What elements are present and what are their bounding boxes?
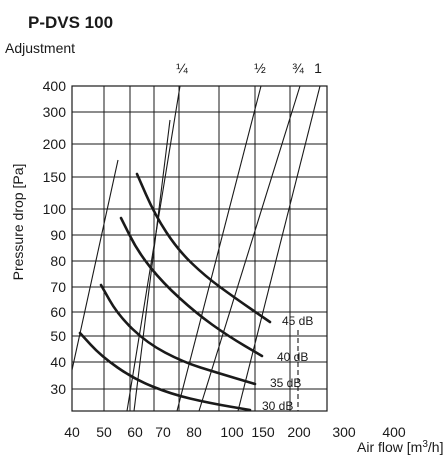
chart-title: P-DVS 100 xyxy=(28,13,113,32)
adjustment-line xyxy=(71,159,119,371)
x-tick-label: 400 xyxy=(382,424,406,440)
adjustment-label-item: 1 xyxy=(314,60,322,76)
noise-curve xyxy=(119,216,264,358)
adjustment-label-item: ¼ xyxy=(176,60,188,76)
y-tick-label: 150 xyxy=(43,169,67,185)
x-tick-label: 200 xyxy=(287,424,311,440)
adjustment-line xyxy=(176,85,262,412)
adjustment-line xyxy=(133,119,171,412)
y-tick-label: 200 xyxy=(43,136,67,152)
noise-curve-label: 30 dB xyxy=(262,399,293,413)
y-tick-label: 50 xyxy=(50,328,66,344)
x-tick-label: 300 xyxy=(332,424,356,440)
y-axis-label: Pressure drop [Pa] xyxy=(10,164,26,281)
adjustment-line xyxy=(198,85,301,412)
y-tick-label: 70 xyxy=(50,279,66,295)
x-tick-label: 100 xyxy=(220,424,244,440)
adjustment-line xyxy=(126,85,181,412)
y-tick-label: 60 xyxy=(50,304,66,320)
x-tick-labels: 40 50 60 70 80 100 150 200 300 400 xyxy=(64,424,406,440)
noise-curve-label: 45 dB xyxy=(282,314,313,328)
x-tick-label: 60 xyxy=(127,424,143,440)
adjustment-label-item: ¾ xyxy=(292,60,304,76)
x-axis-label-base: Air flow [m xyxy=(357,439,422,455)
noise-curves xyxy=(78,172,272,412)
noise-curve-label: 40 dB xyxy=(277,350,308,364)
y-tick-label: 90 xyxy=(50,227,66,243)
x-tick-label: 50 xyxy=(96,424,112,440)
noise-curve-label: 35 dB xyxy=(270,376,301,390)
adjustment-label: Adjustment xyxy=(5,40,75,56)
x-tick-label: 80 xyxy=(186,424,202,440)
x-axis-label-sup: 3 xyxy=(422,439,428,450)
y-tick-label: 80 xyxy=(50,253,66,269)
x-axis-label-tail: /h] xyxy=(428,439,444,455)
noise-curve xyxy=(135,172,272,324)
y-tick-label: 30 xyxy=(50,381,66,397)
adjustment-line xyxy=(237,85,321,412)
noise-curve xyxy=(99,283,257,386)
y-tick-label: 100 xyxy=(43,201,67,217)
noise-curve-labels: 45 dB 40 dB 35 dB 30 dB xyxy=(262,314,313,413)
y-tick-labels: 30 40 50 60 70 80 90 100 150 200 300 400 xyxy=(43,78,67,397)
adjustment-lines xyxy=(71,85,321,412)
y-tick-label: 40 xyxy=(50,354,66,370)
x-tick-label: 70 xyxy=(155,424,171,440)
horizontal-gridlines xyxy=(72,111,327,390)
y-tick-label: 300 xyxy=(43,104,67,120)
noise-curve xyxy=(78,331,252,412)
x-tick-label: 40 xyxy=(64,424,80,440)
adjustment-label-item: ½ xyxy=(254,60,266,76)
y-tick-label: 400 xyxy=(43,78,67,94)
x-tick-label: 150 xyxy=(251,424,275,440)
x-axis-label: Air flow [m3/h] xyxy=(357,439,443,455)
